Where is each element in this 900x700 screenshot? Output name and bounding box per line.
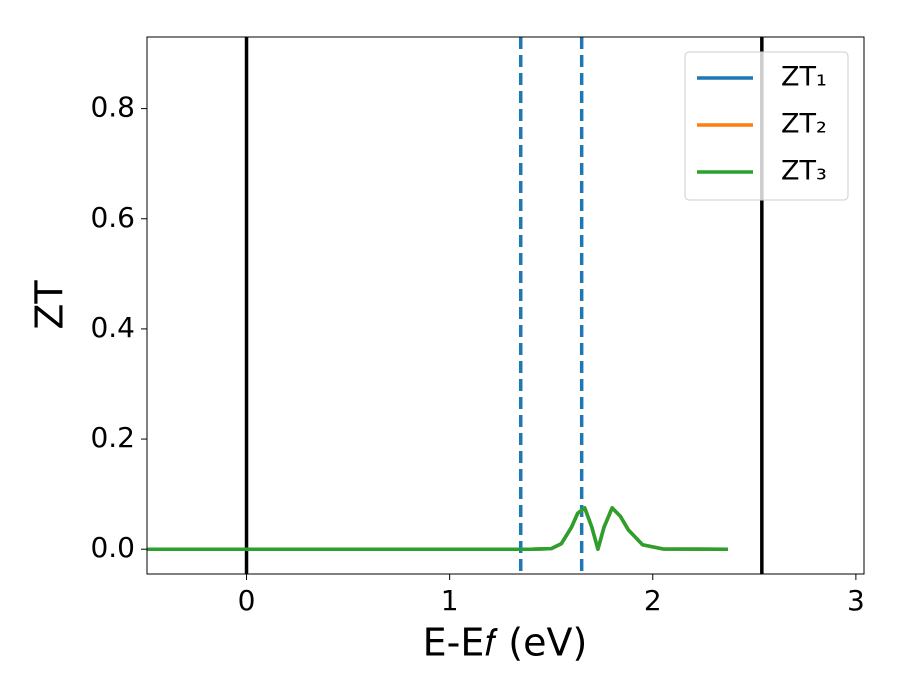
y-tick-label: 0.4: [90, 311, 135, 344]
plot-area: [147, 37, 764, 574]
y-tick-label: 0.6: [90, 201, 135, 234]
legend-box: [684, 51, 849, 201]
x-tick-label: 0: [238, 584, 256, 617]
x-tick-label: 1: [441, 584, 459, 617]
legend-label: ZT₃: [781, 156, 827, 187]
y-tick-label: 0.8: [90, 91, 135, 124]
x-tick-label: 2: [644, 584, 662, 617]
plot-frame: [146, 36, 865, 575]
line-series: [147, 506, 728, 551]
x-axis-label: E-E𝑓 (eV): [423, 621, 588, 665]
y-axis-label: ZT: [28, 280, 72, 330]
x-tick-label: 3: [847, 584, 865, 617]
legend: ZT₁ ZT₂ ZT₃: [684, 51, 849, 201]
legend-label: ZT₁: [781, 62, 827, 93]
legend-label: ZT₂: [781, 109, 827, 140]
y-tick-label: 0.2: [90, 421, 135, 454]
y-tick-label: 0.0: [90, 531, 135, 564]
